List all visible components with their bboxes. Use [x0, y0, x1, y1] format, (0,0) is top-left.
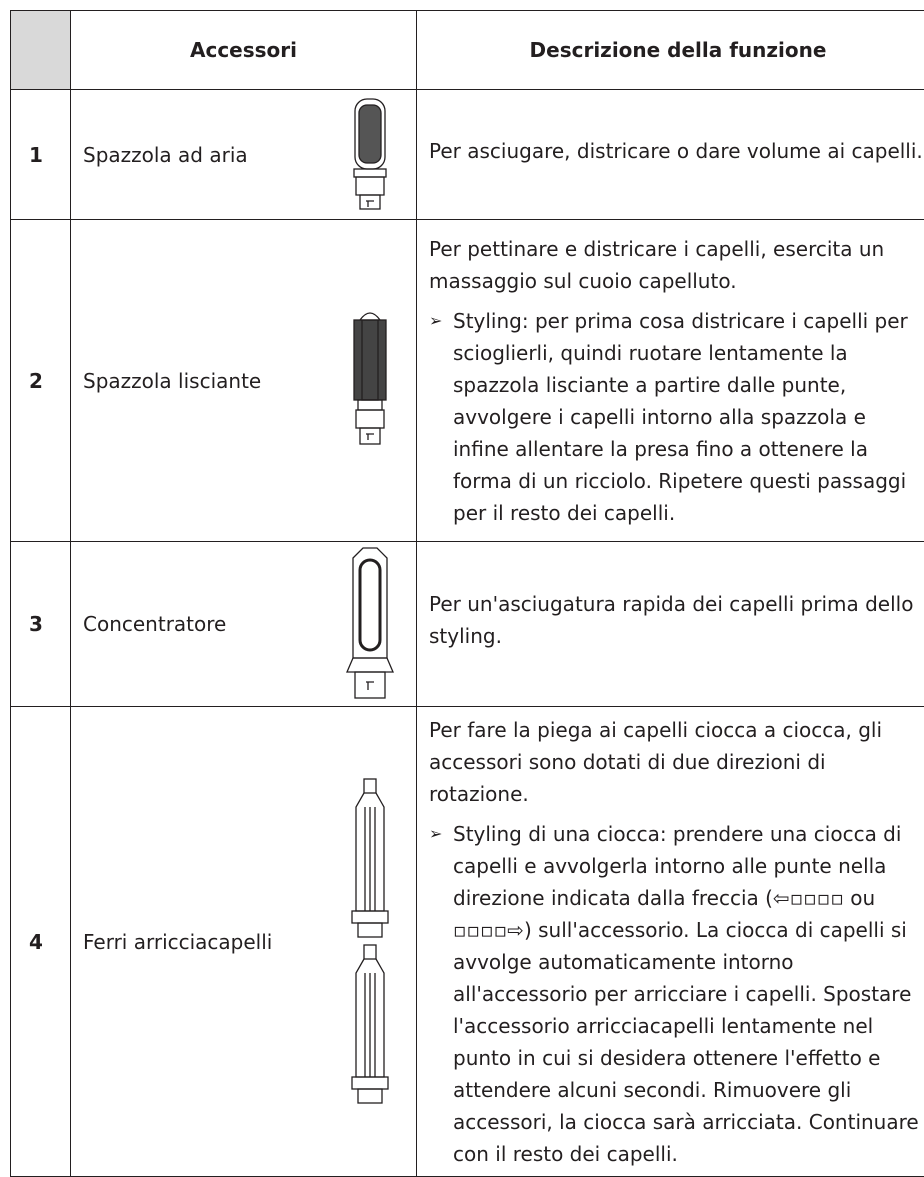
row-number: 3 — [11, 542, 71, 707]
row-number: 4 — [11, 707, 71, 1177]
description-cell: Per pettinare e districare i capelli, es… — [417, 220, 924, 542]
header-row: Accessori Descrizione della funzione — [11, 11, 924, 90]
row: 2 Spazzola lisciante Per pettinare e dis… — [11, 220, 924, 542]
accessory-name: Spazzola lisciante — [71, 220, 325, 542]
smoothing-brush-icon — [350, 306, 390, 456]
bullet: Styling di una ciocca: prendere una cioc… — [429, 818, 924, 1170]
image-cell — [325, 220, 417, 542]
bullet-list: Styling: per prima cosa districare i cap… — [429, 305, 924, 529]
bullet-list: Styling di una ciocca: prendere una cioc… — [429, 818, 924, 1170]
concentrator-icon — [345, 546, 395, 702]
row: 4 Ferri arricciacapelli Per fare la pieg… — [11, 707, 924, 1177]
accessory-table: Accessori Descrizione della funzione 1 S… — [10, 10, 924, 1177]
accessory-name: Ferri arricciacapelli — [71, 707, 325, 1177]
air-brush-icon — [350, 97, 390, 213]
header-cell: Descrizione della funzione — [417, 11, 924, 90]
description: Per pettinare e districare i capelli, es… — [429, 233, 924, 297]
row: 1 Spazzola ad aria Per asciugare, distri… — [11, 90, 924, 220]
description-cell: Per asciugare, districare o dare volume … — [417, 90, 924, 220]
image-cell — [325, 707, 417, 1177]
header-cell: Accessori — [71, 11, 417, 90]
description-cell: Per un'asciugatura rapida dei capelli pr… — [417, 542, 924, 707]
bullet: Styling: per prima cosa districare i cap… — [429, 305, 924, 529]
image-cell — [325, 90, 417, 220]
description-cell: Per fare la piega ai capelli ciocca a ci… — [417, 707, 924, 1177]
description: Per asciugare, districare o dare volume … — [429, 135, 924, 167]
curling-barrels-icon — [348, 777, 392, 1107]
row-number: 1 — [11, 90, 71, 220]
accessory-name: Spazzola ad aria — [71, 90, 325, 220]
image-cell — [325, 542, 417, 707]
row: 3 Concentratore Per un'asciugatura rapid… — [11, 542, 924, 707]
accessory-name: Concentratore — [71, 542, 325, 707]
row-number: 2 — [11, 220, 71, 542]
header-cell — [11, 11, 71, 90]
description: Per un'asciugatura rapida dei capelli pr… — [429, 588, 924, 652]
description: Per fare la piega ai capelli ciocca a ci… — [429, 714, 924, 810]
